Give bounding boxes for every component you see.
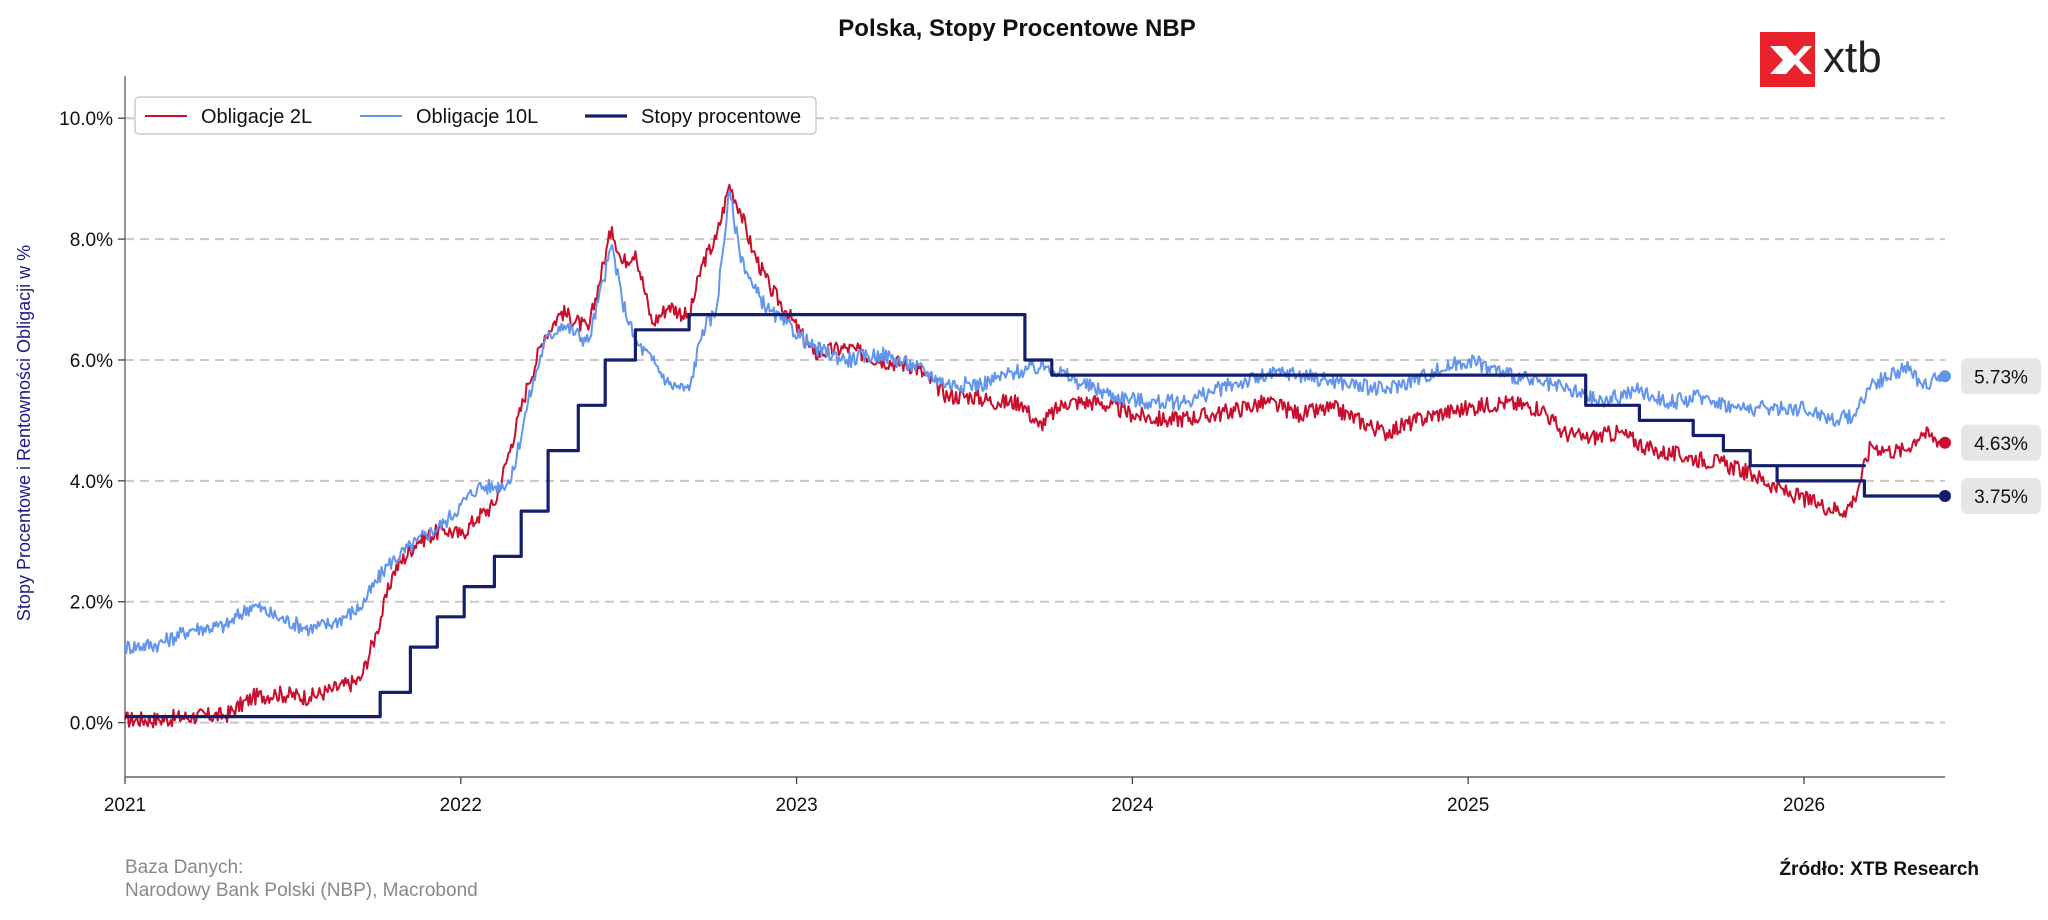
end-marker-2: [1939, 489, 1951, 502]
end-label-box: [1961, 424, 2041, 461]
x-tick-label: 2026: [1783, 795, 1825, 816]
y-tick-label: 8.0%: [70, 230, 113, 251]
xtb-logo-x-icon: [1770, 46, 1812, 74]
y-tick-label: 2.0%: [70, 593, 113, 614]
legend: Obligacje 2L Obligacje 10L Stopy procentow…: [134, 96, 817, 135]
series-layer: [124, 183, 1946, 729]
legend-frame: [134, 96, 817, 135]
y-tick-label: 6.0%: [70, 351, 113, 372]
end-label: 3.75%: [1974, 487, 2028, 508]
axes: [124, 76, 1945, 778]
x-tick-label: 2022: [440, 795, 482, 816]
grid-lines: [125, 117, 1945, 724]
end-marker-0: [1939, 436, 1951, 449]
xtb-logo: xtb: [1760, 32, 1882, 87]
end-label-box: [1961, 358, 2041, 395]
x-tick-label: 2023: [775, 795, 817, 816]
legend-label: Obligacje 10L: [416, 106, 538, 128]
x-tick-label: 2025: [1447, 795, 1489, 816]
y-tick-label: 0.0%: [70, 714, 113, 735]
y-tick-label: 10.0%: [59, 109, 113, 130]
x-tick-label: 2021: [104, 795, 146, 816]
end-label: 5.73%: [1974, 367, 2028, 388]
y-axis-ticks: 0.0% 2.0% 4.0% 6.0% 8.0% 10.0%: [59, 109, 125, 735]
series-line-0: [124, 183, 1946, 729]
footer-source-heading: Baza Danych:: [125, 857, 243, 878]
footer-source-detail: Narodowy Bank Polski (NBP), Macrobond: [125, 880, 478, 901]
series-line-1: [124, 189, 1946, 655]
y-tick-label: 4.0%: [70, 472, 113, 493]
series-line-2: [125, 313, 1945, 719]
chart-title: Polska, Stopy Procentowe NBP: [838, 15, 1195, 42]
legend-label: Obligacje 2L: [201, 106, 312, 128]
y-axis-label: Stopy Procentowe i Rentowności Obligacji…: [14, 245, 34, 621]
end-label-box: [1961, 477, 2041, 514]
end-markers: 4.63% 5.73% 3.75%: [1939, 358, 2041, 514]
end-marker-1: [1939, 370, 1951, 383]
end-label: 4.63%: [1974, 434, 2028, 455]
x-tick-label: 2024: [1111, 795, 1154, 816]
xtb-logo-text: xtb: [1823, 33, 1882, 82]
legend-label: Stopy procentowe: [641, 106, 801, 128]
x-axis-ticks: 2021 2022 2023 2024 2025 2026: [104, 777, 1825, 816]
footer-credit: Źródło: XTB Research: [1779, 858, 1979, 880]
